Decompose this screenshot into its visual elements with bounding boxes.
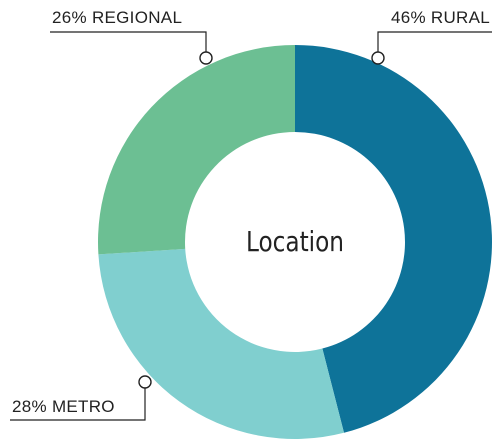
value-label: 28%: [12, 397, 47, 416]
donut-segment: [98, 45, 295, 255]
leader-line: [10, 388, 146, 421]
category-label: RURAL: [431, 8, 490, 27]
category-label: REGIONAL: [92, 8, 182, 27]
leader-dot: [371, 51, 385, 65]
donut-segment: [295, 45, 492, 433]
segment-label: 46% RURAL: [391, 8, 490, 27]
leader-dot: [138, 375, 152, 389]
leader-line: [377, 31, 492, 52]
segment-label: 28% METRO: [12, 397, 115, 416]
leader-line: [50, 31, 207, 52]
donut-segment: [98, 248, 344, 439]
value-label: 26%: [52, 8, 87, 27]
chart-title: Location: [246, 225, 344, 258]
segment-label: 26% REGIONAL: [52, 8, 182, 27]
leader-dot: [199, 51, 213, 65]
value-label: 46%: [391, 8, 426, 27]
category-label: METRO: [52, 397, 115, 416]
